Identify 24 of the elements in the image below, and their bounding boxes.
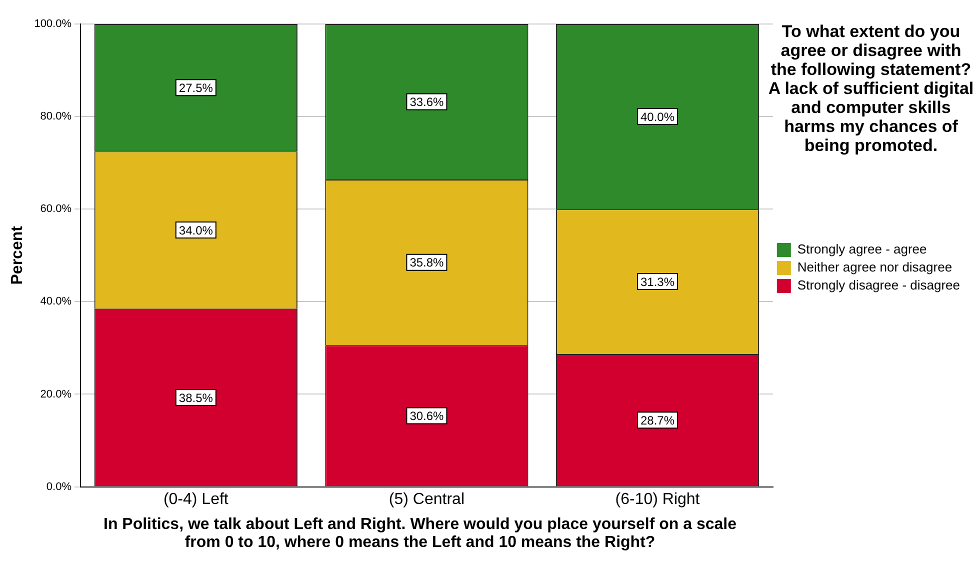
y-tick-label: 0.0%: [46, 480, 72, 493]
data-label: 40.0%: [640, 110, 675, 124]
data-label: 35.8%: [410, 256, 444, 270]
data-label: 27.5%: [178, 80, 214, 95]
data-label: 33.6%: [410, 95, 444, 110]
data-label: 38.5%: [178, 390, 214, 405]
x-tick-label: (5) Central: [388, 490, 464, 508]
legend-label: Strongly agree - agree: [797, 242, 927, 257]
y-tick-label: 80.0%: [40, 110, 72, 123]
data-label: 34.0%: [178, 223, 214, 238]
y-tick-label: 20.0%: [40, 388, 72, 400]
data-label: 30.6%: [410, 409, 444, 424]
y-tick-label: 40.0%: [40, 296, 72, 308]
data-label: 31.3%: [640, 274, 675, 289]
x-tick-label: (6-10) Right: [615, 490, 700, 508]
y-tick-label: 100.0%: [34, 18, 72, 30]
legend-label: Strongly disagree - disagree: [797, 278, 960, 293]
data-label: 28.7%: [640, 413, 675, 428]
y-axis-title: Percent: [9, 225, 26, 285]
x-tick-label: (0-4) Left: [163, 490, 229, 508]
legend-label: Neither agree nor disagree: [797, 260, 952, 275]
y-tick-label: 60.0%: [40, 203, 72, 216]
x-axis-title: In Politics, we talk about Left and Right. Where would you place yourself on a scale from 0 to 10, where 0 means the Left and 10 means the Right?: [102, 516, 738, 552]
legend-title: To what extent do you agree or disagree with the following statement? A lack of sufficient digital and computer skills harms my chances of being promoted.: [768, 22, 974, 155]
